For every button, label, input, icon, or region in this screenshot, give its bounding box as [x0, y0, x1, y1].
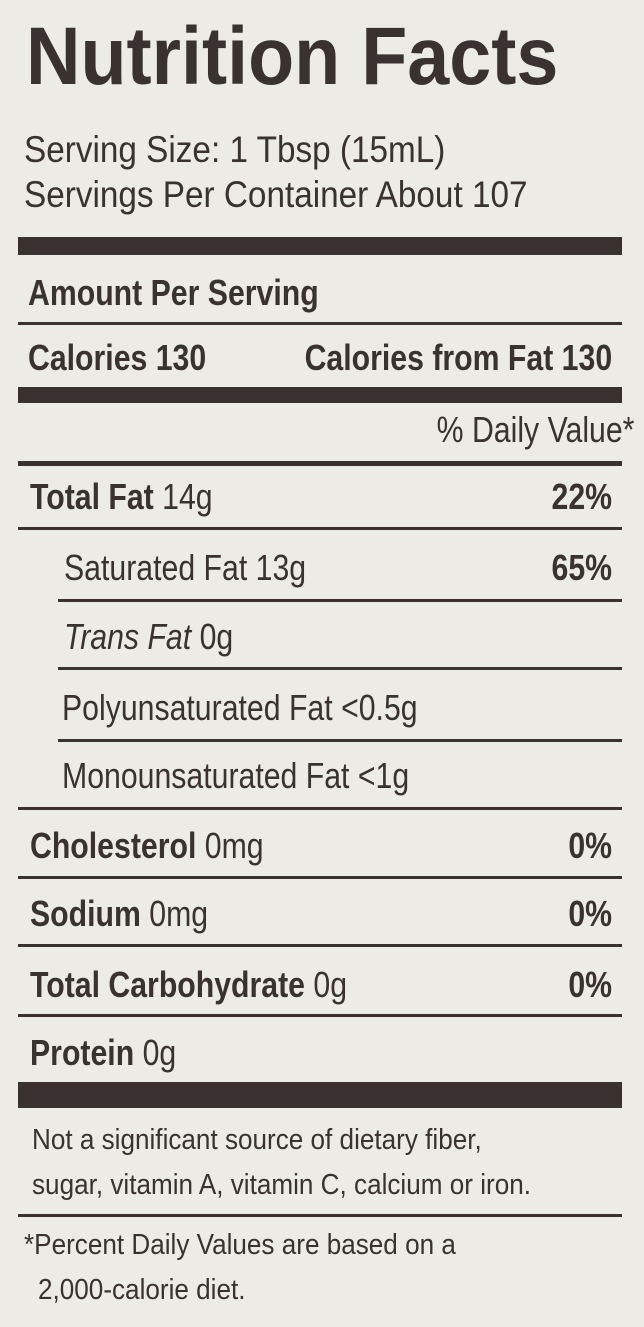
nutrient-polyunsaturated-fat: Polyunsaturated Fat <0.5g [62, 687, 418, 728]
medium-divider [18, 461, 622, 466]
footnote-line: 2,000-calorie diet. [38, 1274, 246, 1306]
nutrient-sodium: Sodium 0mg [30, 893, 209, 934]
dv-saturated-fat: 65% [551, 547, 612, 588]
dv-total-fat: 22% [551, 476, 612, 517]
calories-from-fat: Calories from Fat 130 [304, 337, 612, 378]
dv-total-carbohydrate: 0% [568, 964, 612, 1005]
divider [18, 1014, 622, 1017]
footnote-line: sugar, vitamin A, vitamin C, calcium or … [32, 1169, 531, 1201]
nutrient-protein: Protein 0g [30, 1032, 177, 1073]
dv-sodium: 0% [568, 893, 612, 934]
label-title: Nutrition Facts [26, 11, 559, 102]
nutrient-monounsaturated-fat: Monounsaturated Fat <1g [62, 755, 410, 796]
divider [18, 527, 622, 530]
nutrient-saturated-fat: Saturated Fat 13g [64, 547, 307, 588]
serving-size: Serving Size: 1 Tbsp (15mL) [24, 129, 446, 170]
nutrient-cholesterol: Cholesterol 0mg [30, 825, 264, 866]
footnote-line: *Percent Daily Values are based on a [24, 1229, 456, 1261]
nutrient-total-carbohydrate: Total Carbohydrate 0g [30, 964, 348, 1005]
calories: Calories 130 [28, 337, 207, 378]
thick-divider [18, 387, 622, 403]
divider [18, 807, 622, 810]
divider [58, 667, 622, 670]
servings-per-container: Servings Per Container About 107 [24, 174, 528, 215]
thick-divider [18, 237, 622, 255]
nutrient-total-fat: Total Fat 14g [30, 476, 213, 517]
divider [18, 1214, 622, 1217]
divider [18, 944, 622, 947]
footnote-line: Not a significant source of dietary fibe… [32, 1124, 482, 1156]
dv-cholesterol: 0% [568, 825, 612, 866]
divider [18, 322, 622, 325]
thick-divider [18, 1082, 622, 1108]
daily-value-header: % Daily Value* [436, 409, 634, 450]
divider [58, 599, 622, 602]
amount-per-serving: Amount Per Serving [28, 272, 319, 313]
divider [18, 876, 622, 879]
divider [58, 739, 622, 742]
nutrient-trans-fat: Trans Fat 0g [64, 616, 234, 657]
